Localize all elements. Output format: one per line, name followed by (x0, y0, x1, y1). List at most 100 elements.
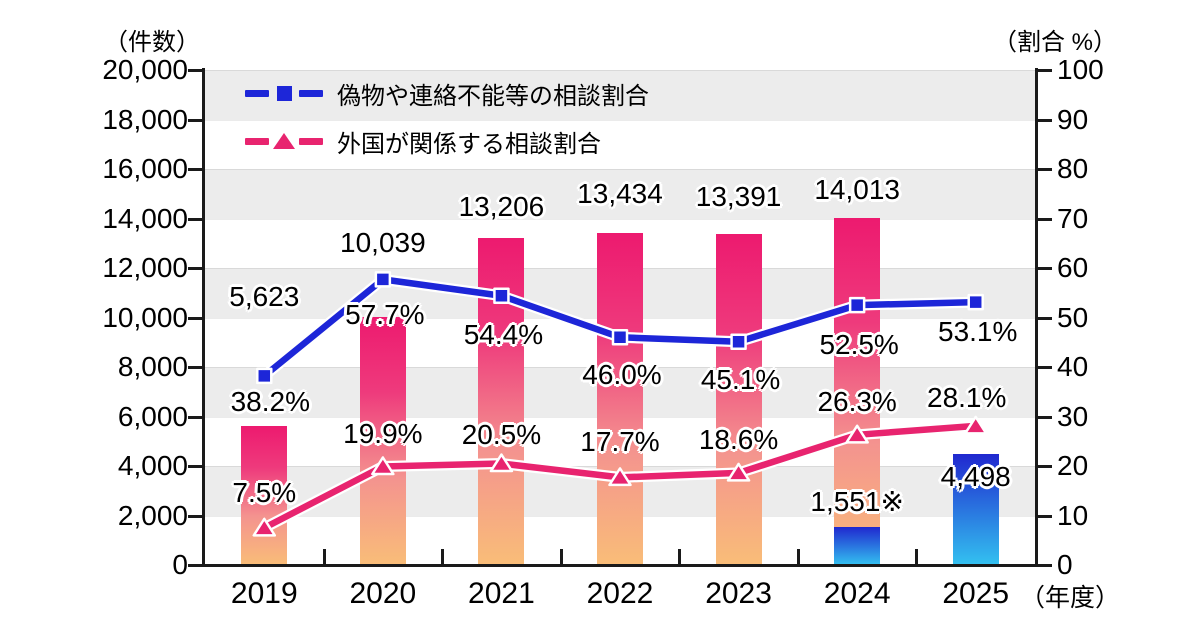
y-axis-left-tick (188, 415, 202, 419)
y-axis-right-tick (1038, 564, 1052, 567)
x-axis-tick (915, 549, 919, 564)
y-axis-right-tick (1038, 415, 1052, 419)
x-axis-tick (322, 549, 326, 564)
bar-value-label: 13,391 (695, 181, 782, 212)
y-axis-right-label: 0 (1057, 549, 1073, 580)
legend: 偽物や連絡不能等の相談割合 外国が関係する相談割合 (245, 76, 649, 172)
x-axis-tick (796, 549, 800, 564)
bar-value-label: 14,013 (814, 174, 900, 205)
y-axis-left-tick (188, 316, 202, 320)
x-axis-label: 2021 (468, 577, 535, 610)
left-axis-title: （件数） (104, 29, 200, 56)
pink-percent-label: 20.5% (461, 418, 542, 450)
grid-band (205, 70, 1035, 121)
y-axis-left (202, 68, 205, 567)
y-axis-left-label: 10,000 (102, 301, 188, 333)
y-axis-left-tick (188, 69, 202, 72)
x-axis-label: 2024 (823, 577, 891, 610)
y-axis-right-tick (1038, 514, 1052, 518)
y-axis-right-label: 20 (1057, 450, 1089, 481)
y-axis-right-label: 30 (1057, 400, 1089, 432)
legend-label-blue: 偽物や連絡不能等の相談割合 (337, 82, 649, 110)
blue-percent-label: 57.7% (345, 299, 425, 331)
pink-percent-label: 7.5% (232, 476, 297, 508)
y-axis-right-label: 60 (1057, 252, 1089, 283)
y-axis-left-tick (188, 465, 202, 468)
legend-item-foreign-related: 外国が関係する相談割合 (245, 124, 649, 158)
y-axis-right-label: 100 (1057, 54, 1104, 85)
bar-pink-2021 (478, 238, 525, 565)
legend-label-pink: 外国が関係する相談割合 (337, 130, 601, 158)
bar-value-label: 1,551※ (810, 486, 904, 517)
x-axis-label: 2023 (705, 577, 772, 610)
bar-value-label: 5,623 (229, 281, 300, 312)
blue-percent-label: 45.1% (700, 363, 781, 395)
y-axis-right-tick (1038, 168, 1052, 171)
y-axis-right-label: 10 (1057, 499, 1089, 531)
y-axis-right-tick (1038, 267, 1052, 270)
y-axis-left-tick (188, 267, 202, 270)
x-axis-tick (441, 549, 445, 564)
y-axis-left-tick (188, 168, 202, 171)
bar-value-label: 10,039 (340, 227, 426, 258)
bar-value-label: 13,434 (577, 178, 663, 209)
y-axis-right-label: 90 (1057, 103, 1089, 135)
grid-band (205, 119, 1035, 170)
y-axis-left-label: 14,000 (102, 202, 188, 234)
y-axis-right-tick (1038, 118, 1052, 122)
x-axis-label: 2022 (586, 577, 654, 610)
y-axis-right-tick (1038, 465, 1052, 468)
y-axis-right (1035, 68, 1038, 567)
bar-blue-2024 (834, 526, 881, 565)
blue-percent-label: 53.1% (938, 316, 1018, 348)
y-axis-left-label: 18,000 (102, 103, 188, 135)
pink-percent-label: 19.9% (343, 418, 423, 450)
bar-value-label: 13,206 (458, 191, 545, 222)
y-axis-left-label: 2,000 (117, 499, 188, 531)
y-axis-left-tick (188, 514, 202, 518)
x-axis-tick (678, 549, 682, 564)
y-axis-left-label: 12,000 (102, 252, 188, 283)
y-axis-left-label: 8,000 (117, 351, 188, 382)
y-axis-right-tick (1038, 316, 1052, 320)
blue-line-sample-icon (245, 85, 323, 101)
pink-line-sample-icon (245, 133, 323, 149)
blue-percent-label: 52.5% (819, 329, 899, 361)
pink-percent-label: 17.7% (580, 426, 660, 458)
right-axis-title: （割合 %） (993, 29, 1118, 56)
y-axis-right-tick (1038, 69, 1052, 72)
blue-percent-label: 54.4% (463, 318, 544, 350)
bar-value-label: 4,498 (940, 461, 1011, 492)
y-axis-left-label: 20,000 (102, 54, 188, 85)
y-axis-left-label: 4,000 (117, 450, 188, 481)
plot-area (205, 70, 1035, 566)
x-axis (202, 564, 1038, 567)
x-axis-label: 2020 (349, 577, 417, 610)
y-axis-right-label: 80 (1057, 153, 1089, 184)
x-axis-unit-label: （年度） (1020, 584, 1121, 612)
bar-pink-2022 (597, 232, 643, 565)
pink-percent-label: 26.3% (817, 385, 897, 417)
legend-item-fake-or-unreachable: 偽物や連絡不能等の相談割合 (245, 76, 649, 110)
y-axis-right-label: 70 (1057, 202, 1089, 234)
x-axis-label: 2025 (942, 577, 1010, 610)
grid-band (205, 169, 1035, 220)
x-axis-tick (559, 549, 563, 564)
y-axis-right-tick (1038, 217, 1052, 221)
y-axis-left-label: 6,000 (117, 400, 188, 432)
pink-percent-label: 28.1% (927, 381, 1007, 413)
y-axis-right-label: 50 (1057, 301, 1089, 333)
y-axis-left-tick (188, 564, 202, 567)
y-axis-right-tick (1038, 366, 1052, 369)
y-axis-left-label: 0 (172, 549, 188, 580)
blue-percent-label: 46.0% (582, 359, 662, 391)
y-axis-left-label: 16,000 (102, 153, 188, 184)
y-axis-left-tick (188, 217, 202, 221)
blue-percent-label: 38.2% (230, 385, 310, 417)
x-axis-label: 2019 (230, 577, 298, 610)
y-axis-left-tick (188, 366, 202, 369)
y-axis-left-tick (188, 118, 202, 122)
bar-pink-2023 (715, 233, 762, 565)
pink-percent-label: 18.6% (698, 423, 779, 455)
